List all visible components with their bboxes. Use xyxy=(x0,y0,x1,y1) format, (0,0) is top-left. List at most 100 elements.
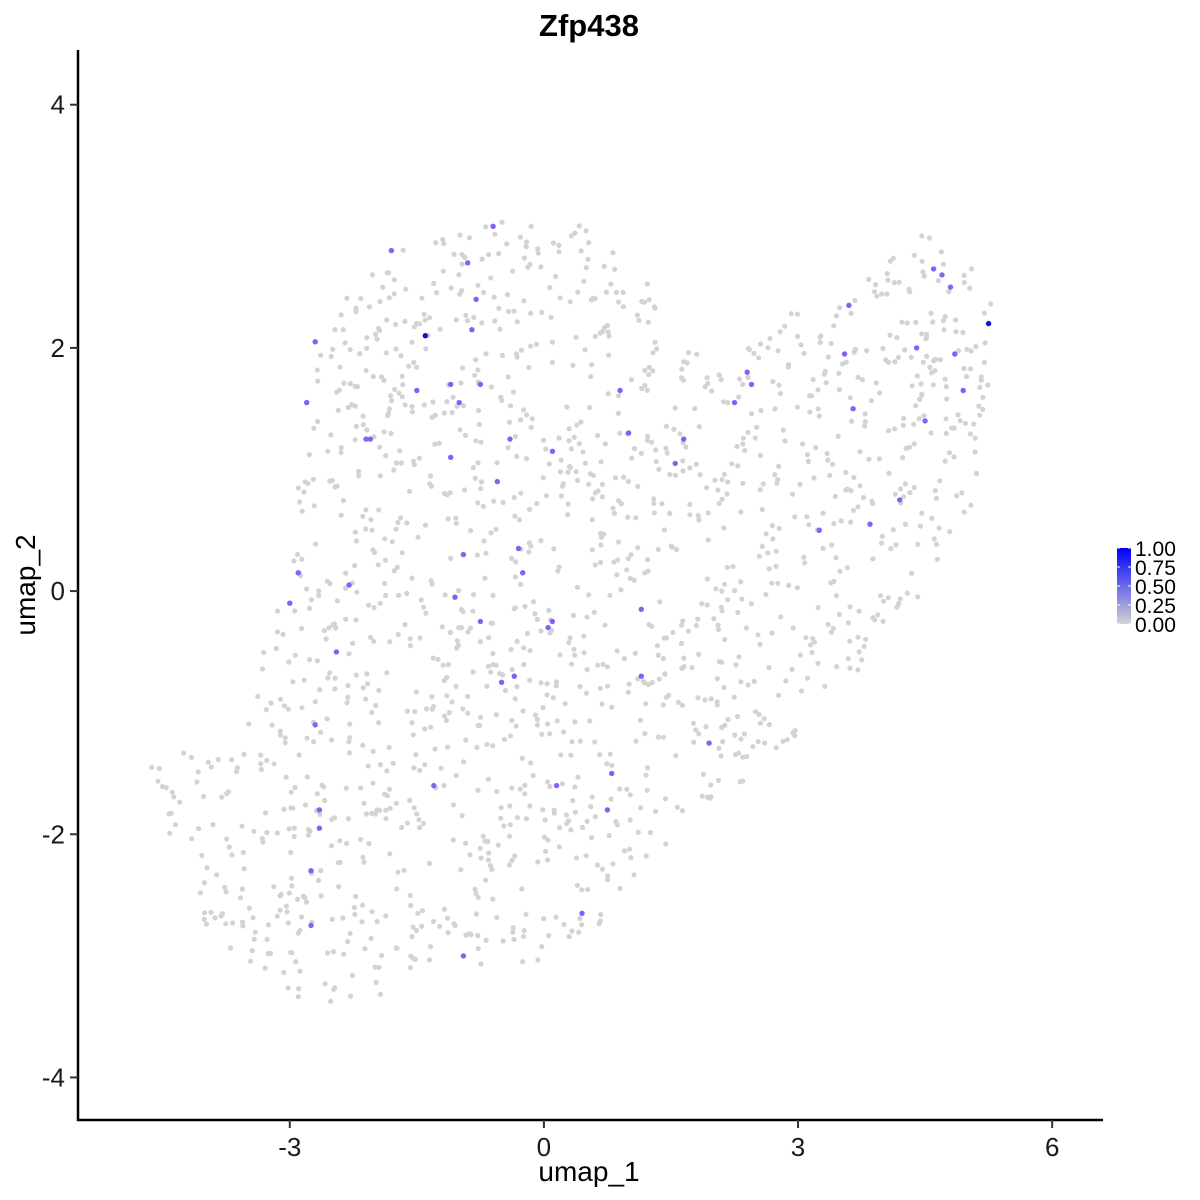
cell-point xyxy=(478,486,484,492)
cell-point xyxy=(472,886,478,893)
cell-point xyxy=(635,483,641,490)
cell-point xyxy=(474,552,480,558)
cell-point xyxy=(315,378,321,384)
cell-point xyxy=(927,364,933,370)
expressing-cell-point xyxy=(367,436,373,442)
cell-point xyxy=(863,636,869,642)
cell-point xyxy=(477,845,483,851)
cell-point xyxy=(760,481,766,487)
cell-point xyxy=(527,506,533,512)
cell-point xyxy=(307,657,313,663)
cell-point xyxy=(693,622,699,629)
legend-tick-label: 0.75 xyxy=(1135,557,1176,580)
cell-point xyxy=(299,705,305,711)
cell-point xyxy=(439,624,445,630)
cell-point xyxy=(693,727,699,733)
cell-point xyxy=(440,268,446,274)
cell-point xyxy=(553,679,560,685)
cell-point xyxy=(714,699,720,705)
expressing-cell-point xyxy=(744,369,750,375)
cell-point xyxy=(672,405,678,411)
cell-point xyxy=(757,452,764,458)
cell-point xyxy=(757,487,763,493)
cell-point xyxy=(302,895,308,901)
cell-point xyxy=(643,853,649,859)
cell-point xyxy=(547,285,553,291)
cell-point xyxy=(416,817,422,823)
cell-point xyxy=(524,630,531,637)
cell-point xyxy=(264,757,270,764)
cell-point xyxy=(376,807,383,814)
cell-point xyxy=(566,426,572,432)
cell-point xyxy=(385,413,391,419)
cell-point xyxy=(510,389,517,395)
cell-point xyxy=(347,346,353,353)
cell-point xyxy=(576,929,582,935)
cell-point xyxy=(429,581,435,587)
cell-point xyxy=(521,645,527,651)
cell-point xyxy=(605,873,611,879)
cell-point xyxy=(558,457,564,463)
cell-point xyxy=(724,564,730,570)
cell-point xyxy=(509,857,515,864)
cell-point xyxy=(406,363,412,369)
cell-point xyxy=(492,231,498,237)
cell-point xyxy=(539,944,545,950)
cell-point xyxy=(878,540,885,546)
cell-point xyxy=(383,913,389,919)
cell-point xyxy=(932,488,938,494)
cell-point xyxy=(517,234,524,240)
cell-point xyxy=(268,700,274,706)
cell-point xyxy=(570,798,576,804)
cell-point xyxy=(923,336,929,342)
cell-point xyxy=(679,665,685,672)
cell-point xyxy=(928,310,934,316)
cell-point xyxy=(628,377,635,383)
cell-point xyxy=(885,277,891,283)
cell-point xyxy=(264,936,270,943)
cell-point xyxy=(520,708,526,714)
color-legend: 1.000.750.500.250.00 xyxy=(1117,538,1176,637)
cell-point xyxy=(806,522,812,528)
cell-point xyxy=(548,314,554,320)
cell-point xyxy=(507,733,514,739)
cell-point xyxy=(830,625,837,631)
cell-point xyxy=(543,446,549,452)
cell-point xyxy=(832,493,839,499)
cell-point xyxy=(512,605,518,611)
cell-point xyxy=(824,450,830,457)
cell-point xyxy=(395,519,401,526)
cell-point xyxy=(299,508,305,514)
cell-point xyxy=(368,634,374,641)
cell-point xyxy=(976,403,982,409)
cell-point xyxy=(625,689,631,695)
cell-point xyxy=(486,252,492,258)
cell-point xyxy=(361,859,367,865)
cell-point xyxy=(645,682,652,688)
cell-point xyxy=(364,671,370,677)
cell-point xyxy=(530,599,537,605)
cell-point xyxy=(277,728,283,734)
cell-point xyxy=(473,438,479,444)
cell-point xyxy=(546,461,552,467)
cell-point xyxy=(685,350,692,356)
cell-point xyxy=(524,412,530,418)
cell-point xyxy=(790,625,796,631)
cell-point xyxy=(617,786,623,792)
cell-point xyxy=(804,452,811,458)
cell-point xyxy=(364,427,370,433)
cell-point xyxy=(776,463,782,469)
cell-point xyxy=(350,640,356,647)
cell-point xyxy=(563,812,570,818)
cell-point xyxy=(704,576,711,582)
cell-point xyxy=(432,441,438,447)
cell-point xyxy=(219,911,226,917)
cell-point xyxy=(462,487,468,493)
cell-point xyxy=(475,787,481,794)
cell-point xyxy=(627,846,633,852)
cell-point xyxy=(919,510,925,516)
cell-point xyxy=(514,638,520,644)
cell-point xyxy=(485,857,491,863)
cell-point xyxy=(967,431,974,437)
